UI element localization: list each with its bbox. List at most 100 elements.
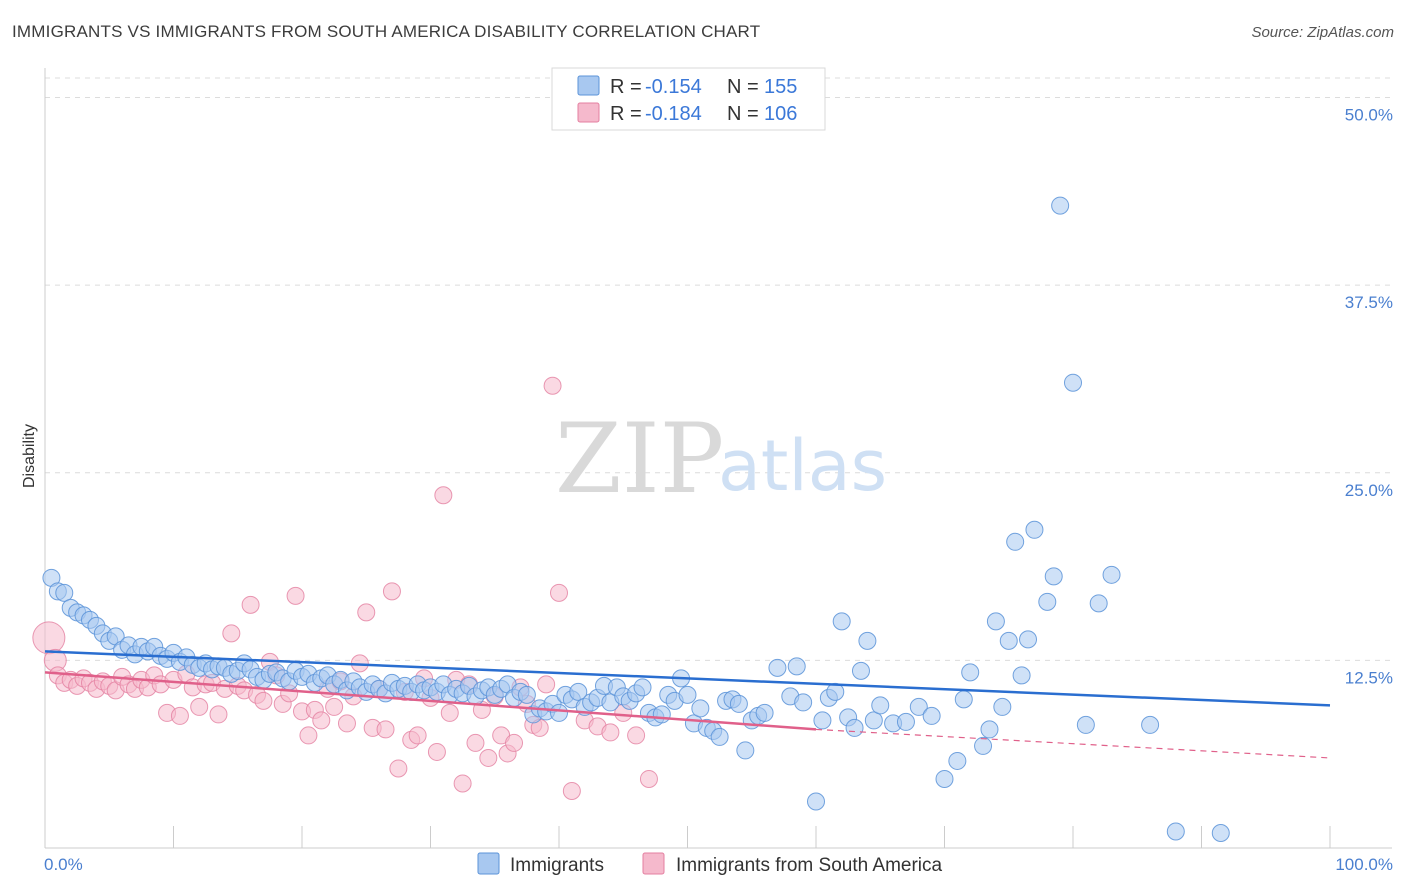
point-immigrants — [1025, 520, 1044, 539]
point-immigrants — [954, 690, 973, 709]
legend-n-label-2: N = — [727, 103, 759, 125]
point-south-america — [440, 703, 459, 722]
point-south-america — [408, 726, 427, 745]
point-south-america — [32, 621, 66, 655]
point-immigrants — [517, 685, 536, 704]
bottom-legend-label-immigrants: Immigrants — [510, 855, 604, 876]
legend-r-label-2: R = — [610, 103, 642, 125]
point-south-america — [357, 603, 376, 622]
point-immigrants — [736, 741, 755, 760]
point-immigrants — [858, 631, 877, 650]
legend-n-value-2: 106 — [764, 103, 797, 125]
point-south-america — [222, 624, 241, 643]
point-south-america — [627, 726, 646, 745]
point-immigrants — [691, 699, 710, 718]
point-south-america — [299, 726, 318, 745]
top-legend: R = -0.154 N = 155 R = -0.184 N = 106 — [551, 67, 826, 131]
point-immigrants — [1166, 822, 1185, 841]
legend-swatch-blue — [577, 75, 600, 96]
x-tick-label-1: 100.0% — [1335, 855, 1393, 874]
point-immigrants — [1064, 373, 1082, 392]
point-immigrants — [832, 612, 851, 631]
point-immigrants — [845, 718, 864, 737]
point-immigrants — [1044, 567, 1063, 586]
point-immigrants — [974, 736, 993, 755]
point-south-america — [337, 714, 356, 733]
watermark-atlas: atlas — [718, 425, 887, 507]
point-immigrants — [787, 657, 806, 676]
point-immigrants — [922, 706, 941, 725]
point-immigrants — [1038, 592, 1057, 611]
trend-line-south-america-extension — [815, 728, 1331, 759]
point-south-america — [389, 759, 408, 778]
point-immigrants — [1089, 594, 1108, 613]
bottom-legend: Immigrants Immigrants from South America — [477, 852, 943, 876]
trend-lines — [44, 650, 1331, 759]
point-immigrants — [948, 751, 967, 770]
point-immigrants — [871, 696, 890, 715]
point-immigrants — [999, 631, 1018, 650]
point-immigrants — [794, 693, 813, 712]
point-south-america — [562, 781, 581, 800]
point-immigrants — [569, 682, 588, 701]
point-immigrants — [710, 727, 729, 746]
point-immigrants — [993, 697, 1012, 716]
point-immigrants — [896, 712, 915, 731]
point-immigrants — [633, 678, 652, 697]
point-south-america — [479, 748, 498, 767]
legend-swatch-pink — [577, 102, 600, 123]
point-south-america — [466, 733, 485, 752]
point-immigrants — [1012, 666, 1031, 685]
grid-lines — [45, 77, 1392, 661]
point-immigrants — [1102, 565, 1121, 584]
point-south-america — [241, 595, 260, 614]
point-south-america — [543, 376, 562, 395]
point-immigrants — [1141, 715, 1160, 734]
point-south-america — [190, 697, 209, 716]
point-south-america — [286, 586, 305, 605]
bottom-legend-swatch-pink — [642, 852, 665, 875]
point-south-america — [170, 706, 189, 725]
point-immigrants — [986, 612, 1005, 631]
point-immigrants — [851, 661, 870, 680]
point-immigrants — [980, 720, 999, 739]
point-immigrants — [768, 658, 787, 677]
point-south-america — [453, 774, 472, 793]
watermark: ZIP atlas — [555, 403, 887, 515]
axes — [44, 68, 1392, 849]
y-tick-label-1: 25.0% — [1345, 481, 1393, 500]
point-immigrants — [729, 694, 748, 713]
series-immigrants-points — [42, 196, 1230, 842]
x-tick-label-0: 0.0% — [44, 855, 83, 874]
legend-r-value-1: -0.154 — [645, 76, 702, 98]
point-south-america — [325, 697, 344, 716]
watermark-zip: ZIP — [555, 403, 724, 515]
point-immigrants — [1051, 196, 1070, 215]
point-immigrants — [807, 792, 825, 811]
point-south-america — [382, 582, 401, 601]
y-tick-label-0: 12.5% — [1345, 668, 1393, 687]
point-immigrants — [909, 697, 928, 716]
point-immigrants — [813, 711, 832, 730]
x-tick-labels: 0.0% 100.0% — [44, 855, 1393, 874]
point-immigrants — [1006, 532, 1025, 551]
point-immigrants — [961, 663, 980, 682]
point-south-america — [254, 691, 273, 710]
point-immigrants — [755, 703, 774, 722]
point-south-america — [376, 720, 395, 739]
y-axis-label: Disability — [21, 424, 38, 488]
point-immigrants — [1211, 823, 1230, 842]
point-immigrants — [678, 685, 697, 704]
bottom-legend-label-south-america: Immigrants from South America — [676, 855, 943, 876]
point-south-america — [209, 705, 228, 724]
point-south-america — [312, 711, 331, 730]
point-immigrants — [935, 769, 954, 788]
point-immigrants — [550, 703, 568, 722]
point-south-america — [434, 486, 453, 505]
chart-title: IMMIGRANTS VS IMMIGRANTS FROM SOUTH AMER… — [12, 22, 761, 41]
y-tick-label-3: 50.0% — [1345, 106, 1393, 125]
point-south-america — [550, 583, 568, 602]
y-tick-labels: 12.5% 25.0% 37.5% 50.0% — [1345, 106, 1393, 688]
point-immigrants — [864, 711, 883, 730]
